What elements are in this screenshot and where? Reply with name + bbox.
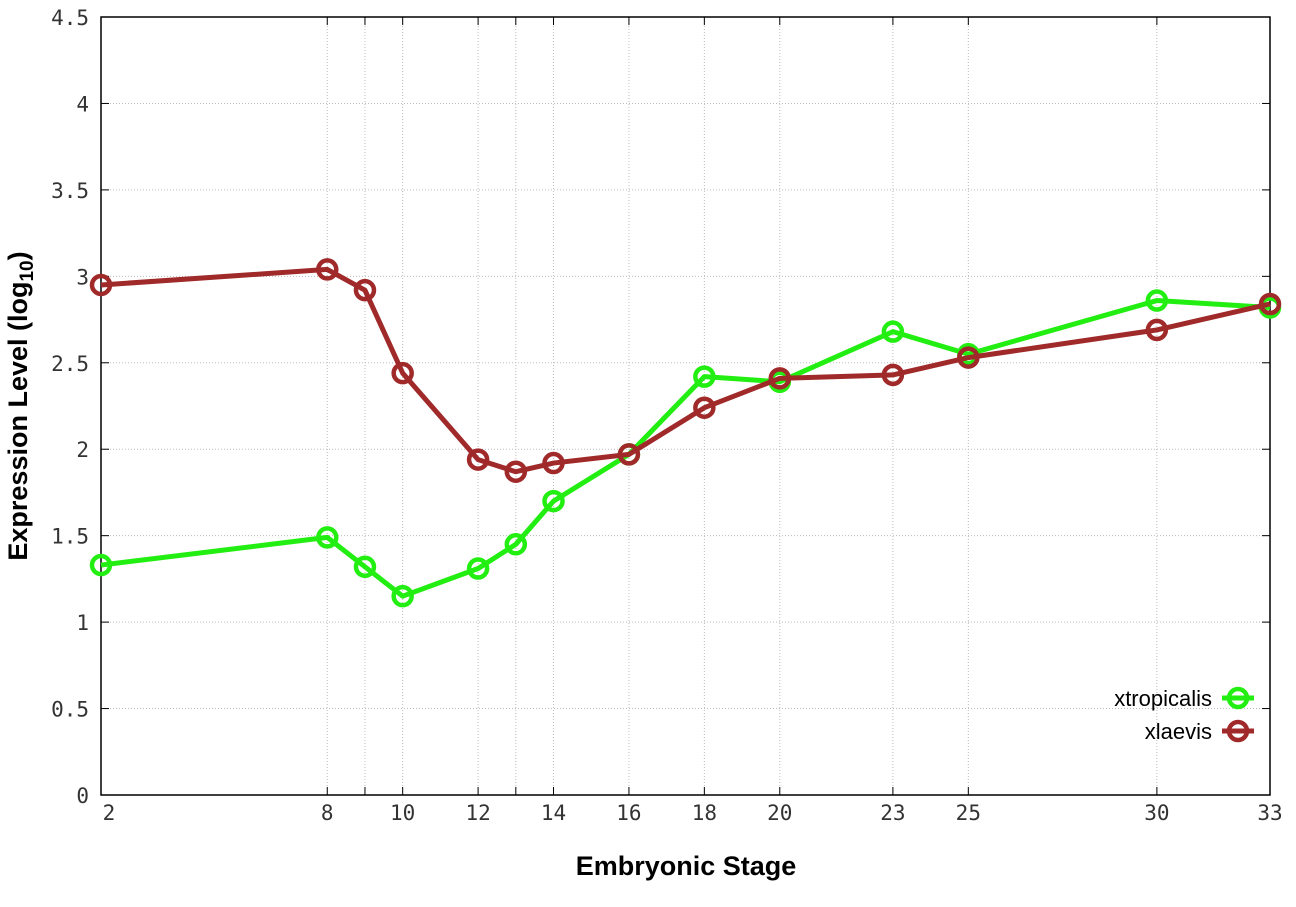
x-tick-label: 2 xyxy=(103,801,116,825)
grid xyxy=(101,17,1270,795)
legend-marker-xtropicalis xyxy=(1226,686,1250,710)
y-tick-label: 2.5 xyxy=(51,352,89,376)
legend-marker-xlaevis xyxy=(1226,719,1250,743)
series-line-xtropicalis xyxy=(100,298,1271,599)
data-point-xlaevis xyxy=(466,448,490,471)
data-point-xlaevis xyxy=(957,346,980,369)
x-tick-label: 18 xyxy=(692,801,717,825)
x-axis-label: Embryonic Stage xyxy=(576,851,797,881)
data-point-xlaevis xyxy=(353,278,377,302)
y-tick-label: 4 xyxy=(76,92,89,116)
data-point-xlaevis xyxy=(693,396,716,419)
plot-border xyxy=(100,16,1271,796)
y-tick-label: 0.5 xyxy=(51,698,89,722)
series-line-xlaevis xyxy=(100,266,1271,475)
data-point-xtropicalis xyxy=(504,533,528,556)
y-tick-label: 0 xyxy=(76,784,89,808)
x-tick-label: 20 xyxy=(767,801,792,825)
y-axis-label: Expression Level (log10) xyxy=(3,251,38,560)
data-point-xtropicalis xyxy=(391,584,414,608)
x-tick-label: 30 xyxy=(1144,801,1169,825)
data-point-xlaevis xyxy=(881,363,905,387)
legend: xtropicalis xlaevis xyxy=(1114,686,1254,744)
data-point-xtropicalis xyxy=(1145,289,1169,312)
data-point-xlaevis xyxy=(768,367,792,390)
data-point-xtropicalis xyxy=(466,557,490,580)
x-tick-label: 33 xyxy=(1257,801,1282,825)
data-point-xlaevis xyxy=(617,443,641,466)
x-tick-label: 16 xyxy=(616,801,641,825)
data-point-xlaevis xyxy=(89,273,113,297)
y-tick-label: 3.5 xyxy=(51,179,89,203)
data-point-xtropicalis xyxy=(693,365,716,388)
data-point-xlaevis xyxy=(316,258,339,281)
x-tick-label: 10 xyxy=(390,801,415,825)
data-point-xlaevis xyxy=(542,451,565,475)
series-group xyxy=(89,258,1282,608)
data-point-xlaevis xyxy=(1145,318,1169,342)
data-point-xtropicalis xyxy=(542,489,565,513)
data-point-xlaevis xyxy=(504,460,528,483)
x-tick-label: 14 xyxy=(541,801,566,825)
y-tick-label: 2 xyxy=(76,438,89,462)
x-tick-label: 23 xyxy=(880,801,905,825)
data-point-xtropicalis xyxy=(316,526,339,549)
data-point-xlaevis xyxy=(1258,292,1282,316)
data-point-xtropicalis xyxy=(89,553,113,577)
x-tick-label: 8 xyxy=(321,801,334,825)
x-tick-label: 25 xyxy=(956,801,981,825)
data-point-xlaevis xyxy=(391,361,414,385)
legend-label-xtropicalis: xtropicalis xyxy=(1114,686,1212,711)
data-point-xtropicalis xyxy=(353,555,377,579)
legend-label-xlaevis: xlaevis xyxy=(1145,719,1212,744)
y-tick-label: 1 xyxy=(76,611,89,635)
y-tick-label: 1.5 xyxy=(51,525,89,549)
y-tick-label: 3 xyxy=(76,265,89,289)
data-point-xtropicalis xyxy=(881,320,905,343)
x-tick-label: 12 xyxy=(465,801,490,825)
y-tick-label: 4.5 xyxy=(51,6,89,30)
axes: 0 0.5 1 1.5 2 2.5 3 3.5 4 4.5 2 8 10 12 14 16 18 20 23 25 30… xyxy=(51,6,1283,825)
